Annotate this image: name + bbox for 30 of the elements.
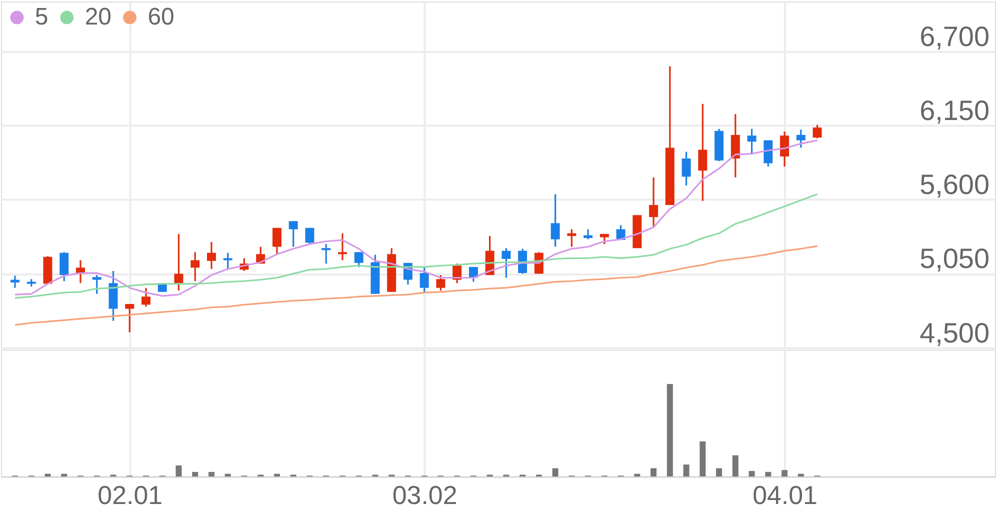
bar	[192, 472, 198, 477]
bar	[176, 465, 182, 477]
y-tick-label: 4,500	[920, 317, 990, 348]
legend-label: 60	[148, 3, 174, 30]
x-tick-label: 03.02	[392, 482, 458, 510]
bar	[782, 470, 788, 477]
bar	[732, 455, 738, 477]
bar	[208, 472, 214, 477]
bar	[44, 474, 51, 477]
bar	[700, 441, 706, 477]
y-tick-label: 5,600	[920, 169, 990, 200]
bar	[552, 468, 558, 477]
bar	[274, 474, 280, 477]
y-tick-label: 6,700	[920, 20, 990, 52]
bar	[716, 468, 722, 477]
y-tick-label: 5,050	[920, 243, 990, 274]
x-tick-label: 02.01	[98, 482, 163, 510]
x-tick-label: 04.01	[752, 482, 818, 510]
legend-label: 20	[84, 3, 112, 30]
bar	[650, 468, 657, 477]
bar	[765, 472, 772, 477]
bar	[683, 464, 690, 477]
bar	[61, 474, 68, 477]
y-tick-label: 6,150	[920, 94, 990, 126]
bar	[224, 474, 231, 477]
bar	[748, 471, 755, 477]
bar	[634, 474, 640, 477]
legend-label: 5	[34, 3, 48, 30]
bar	[798, 474, 804, 477]
bar	[666, 384, 673, 477]
